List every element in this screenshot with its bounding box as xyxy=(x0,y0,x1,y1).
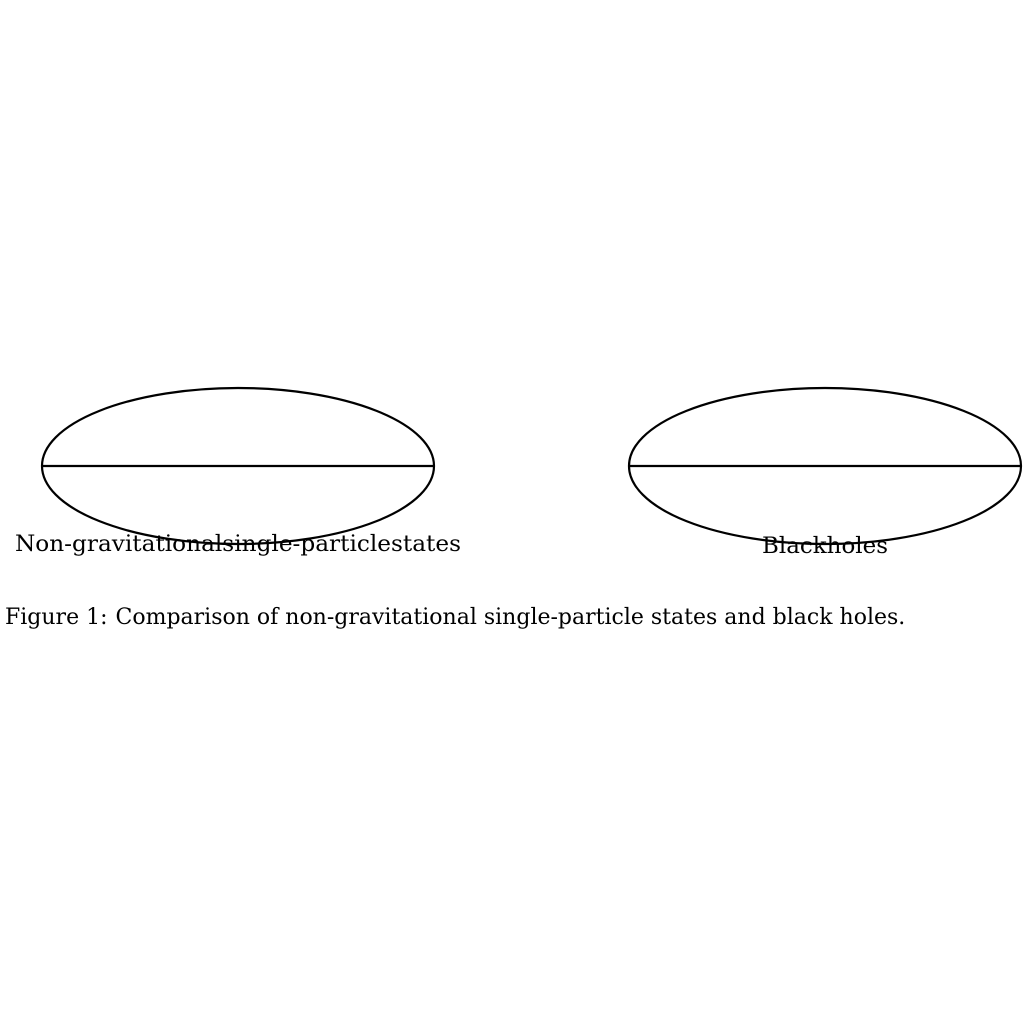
panel-non-gravitational: Non-gravitationalsingle-particlestates xyxy=(15,386,461,557)
figure-caption: Figure 1: Comparison of non-gravitational… xyxy=(5,605,905,630)
right-panel-label: Blackholes xyxy=(762,534,888,559)
panel-black-holes: Blackholes xyxy=(627,386,1023,559)
caption-number: Figure 1: xyxy=(5,605,108,630)
left-panel-label: Non-gravitationalsingle-particlestates xyxy=(15,532,461,557)
caption-text: Comparison of non-gravitational single-p… xyxy=(115,605,906,630)
